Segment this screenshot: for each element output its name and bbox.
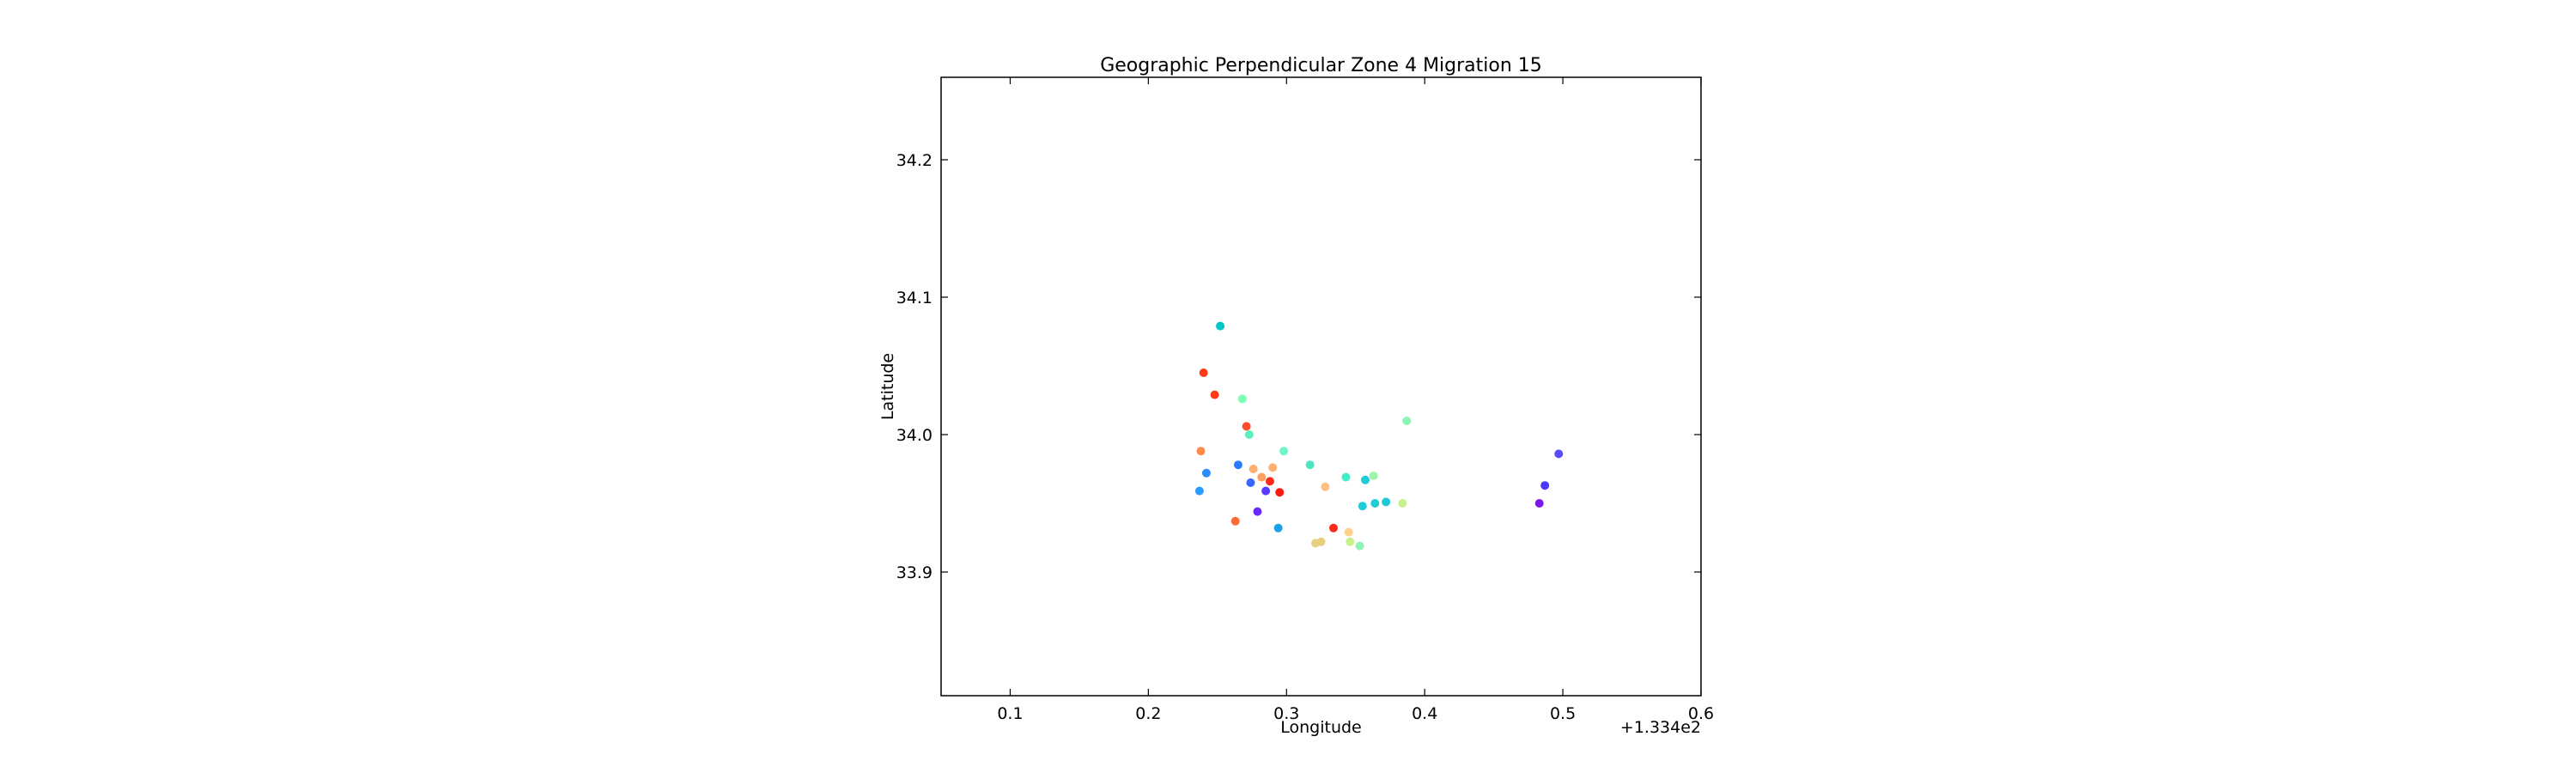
x-tick-label: 0.2 [1135, 704, 1161, 723]
scatter-point [1273, 523, 1283, 533]
scatter-point [1194, 486, 1204, 496]
scatter-point [1261, 486, 1271, 496]
scatter-point [1341, 472, 1351, 482]
y-tick-label: 34.1 [896, 289, 933, 307]
scatter-point [1242, 422, 1251, 431]
scatter-point [1201, 468, 1211, 478]
x-tick-label: 0.6 [1688, 704, 1714, 723]
scatter-point [1244, 430, 1254, 439]
scatter-point [1265, 477, 1274, 486]
x-tick-label: 0.3 [1273, 704, 1299, 723]
scatter-point [1321, 482, 1330, 491]
scatter-point [1360, 475, 1370, 484]
scatter-point [1249, 465, 1258, 473]
scatter-point [1305, 460, 1315, 470]
scatter-point [1237, 394, 1247, 404]
x-tick-label: 0.1 [997, 704, 1023, 723]
scatter-point [1199, 368, 1208, 377]
scatter-point [1346, 537, 1355, 546]
x-axis-title: Longitude [1280, 718, 1362, 737]
scatter-point [1344, 527, 1353, 537]
scatter-point [1253, 507, 1262, 516]
scatter-point [1369, 472, 1378, 480]
chart-title: Geographic Perpendicular Zone 4 Migratio… [1100, 55, 1542, 76]
scatter-point [1355, 541, 1364, 551]
y-tick-label: 34.2 [896, 151, 933, 170]
scatter-point [1246, 478, 1255, 487]
y-axis-title: Latitude [878, 353, 897, 420]
scatter-point [1370, 499, 1380, 508]
scatter-point [1196, 447, 1206, 456]
scatter-point [1554, 449, 1564, 459]
scatter-point [1233, 460, 1242, 470]
scatter-point [1540, 481, 1550, 490]
scatter-point [1398, 499, 1407, 508]
scatter-point [1358, 502, 1367, 511]
scatter-point [1275, 488, 1285, 497]
scatter-point [1382, 497, 1391, 507]
plot-area [1194, 321, 1564, 551]
axis-ticks: 0.1 0.2 0.3 0.4 0.5 0.6 33.9 34.0 34.1 34.2 [896, 77, 1714, 723]
x-tick-label: 0.4 [1412, 704, 1437, 723]
scatter-point [1230, 516, 1240, 526]
scatter-point [1534, 499, 1544, 508]
scatter-point [1402, 417, 1412, 425]
x-tick-label: 0.5 [1550, 704, 1576, 723]
scatter-point [1210, 390, 1219, 399]
scatter-point [1328, 523, 1338, 533]
scatter-point [1279, 447, 1289, 456]
scatter-point [1257, 472, 1267, 482]
plot-frame [940, 76, 1702, 697]
scatter-point [1216, 321, 1225, 331]
x-axis-offset-label: +1.334e2 [1620, 718, 1701, 737]
y-tick-label: 33.9 [896, 563, 933, 582]
scatter-point [1316, 537, 1326, 546]
scatter-point [1268, 463, 1278, 472]
y-tick-label: 34.0 [896, 426, 933, 445]
